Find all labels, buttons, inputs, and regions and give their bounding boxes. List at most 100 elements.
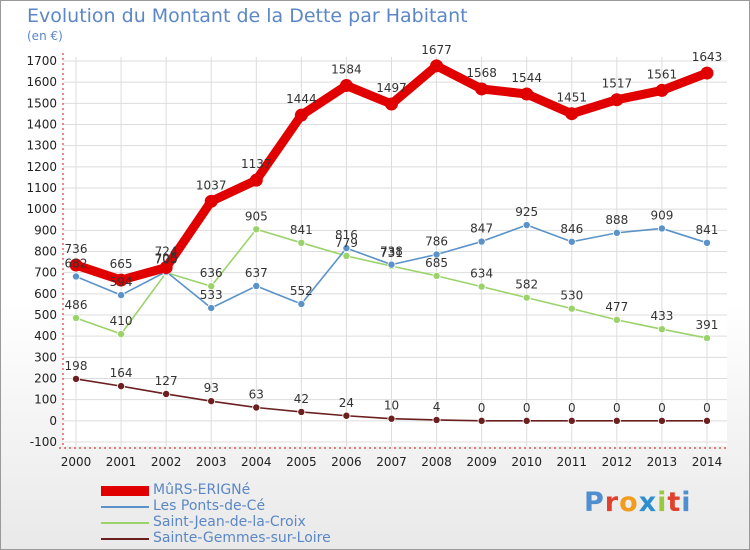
logo-letter: o bbox=[619, 487, 639, 518]
data-label: 685 bbox=[425, 256, 448, 270]
data-label: 533 bbox=[200, 288, 223, 302]
x-tick-label: 2000 bbox=[61, 455, 92, 469]
y-tick-label: 1700 bbox=[26, 54, 57, 68]
y-tick-label: 1500 bbox=[26, 96, 57, 110]
data-label: 731 bbox=[380, 246, 403, 260]
data-label: 1137 bbox=[241, 157, 272, 171]
data-point bbox=[72, 374, 81, 383]
x-tick-label: 2001 bbox=[106, 455, 137, 469]
data-label: 0 bbox=[568, 401, 576, 415]
data-label: 786 bbox=[425, 234, 448, 248]
data-point bbox=[702, 334, 711, 343]
data-label: 1037 bbox=[196, 178, 227, 192]
y-tick-label: 200 bbox=[34, 372, 57, 386]
data-point bbox=[477, 237, 486, 246]
logo-letter: i bbox=[681, 487, 692, 518]
logo-letter: t bbox=[667, 487, 682, 518]
y-tick-label: 1000 bbox=[26, 202, 57, 216]
data-label: 905 bbox=[245, 209, 268, 223]
data-point bbox=[565, 107, 579, 121]
data-point bbox=[297, 299, 306, 308]
data-point bbox=[297, 238, 306, 247]
y-tick-label: 100 bbox=[34, 393, 57, 407]
data-point bbox=[384, 97, 398, 111]
data-label: 1444 bbox=[286, 92, 317, 106]
x-tick-label: 2006 bbox=[331, 455, 362, 469]
data-label: 4 bbox=[433, 400, 441, 414]
data-point bbox=[114, 273, 128, 287]
data-label: 909 bbox=[650, 208, 673, 222]
data-label: 0 bbox=[478, 401, 486, 415]
data-point bbox=[522, 221, 531, 230]
data-label: 582 bbox=[515, 278, 538, 292]
data-point bbox=[342, 411, 351, 420]
data-label: 637 bbox=[245, 266, 268, 280]
data-point bbox=[655, 83, 669, 97]
data-label: 0 bbox=[613, 401, 621, 415]
data-label: 42 bbox=[294, 392, 309, 406]
data-label: 888 bbox=[605, 213, 628, 227]
y-tick-label: 1300 bbox=[26, 139, 57, 153]
data-label: 1451 bbox=[556, 91, 587, 105]
data-label: 1544 bbox=[511, 71, 542, 85]
data-point bbox=[567, 237, 576, 246]
data-point bbox=[342, 251, 351, 260]
logo-letter: i bbox=[657, 487, 668, 518]
data-point bbox=[117, 330, 126, 339]
data-point bbox=[657, 416, 666, 425]
data-label: 477 bbox=[605, 300, 628, 314]
data-point bbox=[657, 224, 666, 233]
data-point bbox=[522, 293, 531, 302]
data-point bbox=[612, 315, 621, 324]
data-label: 0 bbox=[703, 401, 711, 415]
data-point bbox=[432, 271, 441, 280]
x-tick-label: 2003 bbox=[196, 455, 227, 469]
x-tick-label: 2011 bbox=[556, 455, 587, 469]
data-label: 1677 bbox=[421, 43, 452, 57]
data-point bbox=[117, 382, 126, 391]
data-point bbox=[610, 93, 624, 107]
data-point bbox=[612, 228, 621, 237]
data-label: 1643 bbox=[692, 50, 723, 64]
data-label: 410 bbox=[110, 314, 133, 328]
data-label: 164 bbox=[110, 366, 133, 380]
data-point bbox=[477, 282, 486, 291]
data-label: 552 bbox=[290, 284, 313, 298]
data-point bbox=[612, 416, 621, 425]
data-point bbox=[117, 291, 126, 300]
data-label: 700 bbox=[155, 253, 178, 267]
y-tick-label: -100 bbox=[30, 435, 57, 449]
data-label: 1497 bbox=[376, 81, 407, 95]
data-point bbox=[432, 250, 441, 259]
x-tick-label: 2008 bbox=[421, 455, 452, 469]
data-point bbox=[249, 173, 263, 187]
data-point bbox=[294, 108, 308, 122]
data-point bbox=[520, 87, 534, 101]
data-label: 486 bbox=[65, 298, 88, 312]
data-label: 738 bbox=[380, 245, 403, 259]
y-tick-label: 800 bbox=[34, 245, 57, 259]
data-label: 1568 bbox=[466, 66, 497, 80]
data-point bbox=[69, 258, 83, 272]
y-tick-label: 900 bbox=[34, 223, 57, 237]
data-label: 63 bbox=[249, 387, 264, 401]
legend-swatch bbox=[101, 486, 149, 496]
chart-title: Evolution du Montant de la Dette par Hab… bbox=[27, 5, 468, 27]
data-point bbox=[700, 66, 714, 80]
data-label: 1561 bbox=[647, 67, 678, 81]
data-point bbox=[430, 59, 444, 73]
data-label: 0 bbox=[658, 401, 666, 415]
data-label: 846 bbox=[560, 222, 583, 236]
data-label: 594 bbox=[110, 275, 133, 289]
y-tick-label: 0 bbox=[49, 414, 57, 428]
data-point bbox=[207, 304, 216, 313]
data-label: 724 bbox=[155, 245, 178, 259]
legend-label: Sainte-Gemmes-sur-Loire bbox=[153, 530, 331, 546]
data-label: 779 bbox=[335, 236, 358, 250]
data-point bbox=[387, 260, 396, 269]
data-point bbox=[207, 397, 216, 406]
data-point bbox=[207, 282, 216, 291]
y-tick-label: 700 bbox=[34, 266, 57, 280]
